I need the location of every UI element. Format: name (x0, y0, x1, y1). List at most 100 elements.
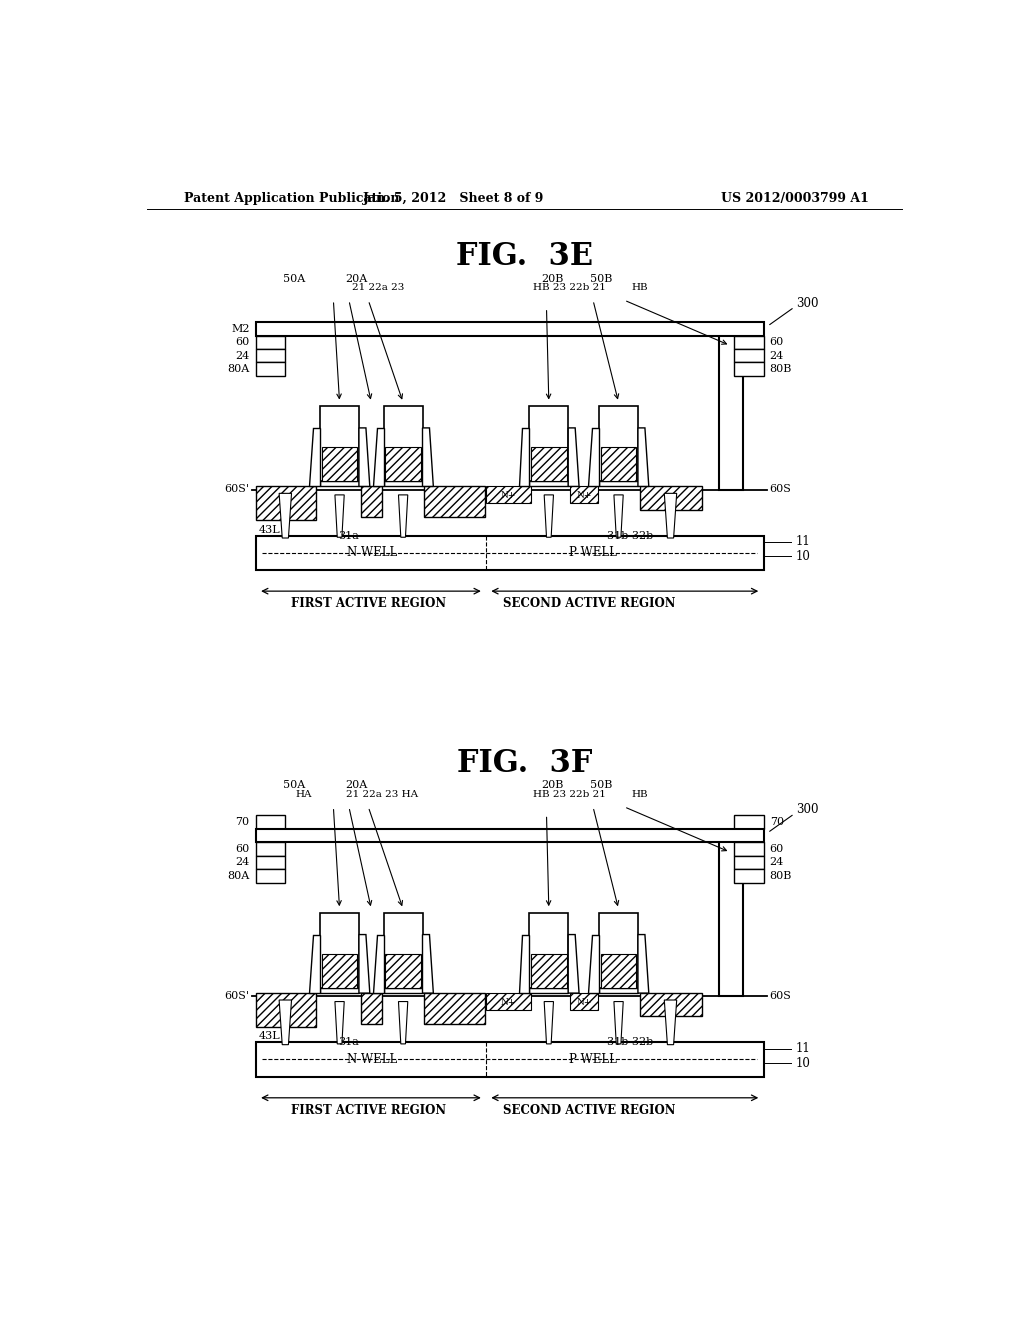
Bar (719, 841, 742, 997)
Bar (599, 913, 638, 987)
Bar (384, 407, 423, 480)
Polygon shape (280, 494, 292, 539)
Polygon shape (423, 428, 433, 487)
Bar (322, 954, 357, 987)
Bar (734, 869, 764, 883)
Bar (486, 487, 531, 503)
Bar (529, 913, 568, 987)
Bar (322, 447, 357, 480)
Text: N+: N+ (577, 491, 592, 500)
Bar (256, 536, 764, 570)
Text: FIG.  3E: FIG. 3E (457, 242, 593, 272)
Text: Patent Application Publication: Patent Application Publication (183, 191, 399, 205)
Bar (256, 350, 286, 363)
Bar (531, 447, 566, 480)
Bar (256, 335, 286, 350)
Polygon shape (614, 495, 624, 537)
Polygon shape (309, 428, 321, 487)
Bar (640, 486, 701, 510)
Text: 60: 60 (236, 338, 250, 347)
Text: 43L: 43L (259, 524, 281, 535)
Bar (321, 987, 359, 993)
Polygon shape (423, 935, 433, 993)
Text: 50B: 50B (590, 273, 612, 284)
Polygon shape (518, 428, 529, 487)
Bar (599, 407, 638, 480)
Polygon shape (359, 935, 370, 993)
Text: 24: 24 (770, 351, 784, 360)
Text: N+: N+ (577, 998, 592, 1007)
Polygon shape (280, 1001, 292, 1044)
Bar (599, 987, 638, 993)
Text: US 2012/0003799 A1: US 2012/0003799 A1 (721, 191, 868, 205)
Text: 43L: 43L (259, 1031, 281, 1041)
Bar (734, 842, 764, 857)
Bar (384, 913, 423, 987)
Bar (256, 993, 315, 1027)
Bar (424, 993, 484, 1024)
Text: 70: 70 (236, 817, 250, 828)
Polygon shape (665, 1001, 677, 1044)
Bar (529, 987, 568, 993)
Text: 50A: 50A (284, 780, 306, 791)
Text: HB 23 22b 21: HB 23 22b 21 (534, 789, 606, 799)
Text: 70: 70 (770, 817, 783, 828)
Text: 24: 24 (236, 351, 250, 360)
Bar (719, 334, 742, 490)
Polygon shape (359, 428, 370, 487)
Bar (601, 447, 636, 480)
Bar (599, 480, 638, 487)
Text: 60S': 60S' (224, 484, 250, 495)
Polygon shape (518, 935, 529, 993)
Polygon shape (589, 428, 599, 487)
Text: 24: 24 (236, 857, 250, 867)
Bar (385, 954, 421, 987)
Text: 60: 60 (236, 843, 250, 854)
Bar (256, 322, 764, 335)
Text: M2: M2 (231, 323, 250, 334)
Bar (256, 829, 764, 842)
Text: 300: 300 (796, 804, 818, 816)
Text: 31b 32b: 31b 32b (607, 531, 653, 541)
Bar (734, 350, 764, 363)
Bar (360, 993, 382, 1024)
Polygon shape (568, 428, 579, 487)
Polygon shape (638, 935, 649, 993)
Text: N WELL: N WELL (347, 1053, 397, 1065)
Bar (256, 363, 286, 376)
Bar (256, 816, 286, 829)
Text: 60S: 60S (770, 484, 792, 495)
Text: N+: N+ (501, 998, 516, 1007)
Polygon shape (335, 1002, 344, 1044)
Text: 31b 32b: 31b 32b (607, 1038, 653, 1047)
Polygon shape (398, 1002, 408, 1044)
Bar (486, 993, 531, 1010)
Text: 20B: 20B (542, 780, 564, 791)
Polygon shape (614, 1002, 624, 1044)
Polygon shape (544, 1002, 554, 1044)
Bar (569, 487, 598, 503)
Polygon shape (568, 935, 579, 993)
Text: 80A: 80A (227, 364, 250, 375)
Bar (256, 857, 286, 869)
Bar (385, 447, 421, 480)
Polygon shape (544, 495, 554, 537)
Polygon shape (589, 935, 599, 993)
Text: FIG.  3F: FIG. 3F (457, 748, 593, 779)
Bar (424, 487, 484, 517)
Text: 60S': 60S' (224, 991, 250, 1001)
Bar (529, 407, 568, 480)
Text: 21 22a 23 HA: 21 22a 23 HA (346, 789, 418, 799)
Bar (384, 480, 423, 487)
Text: N+: N+ (501, 491, 516, 500)
Text: 60S: 60S (770, 991, 792, 1001)
Polygon shape (309, 935, 321, 993)
Text: P WELL: P WELL (569, 546, 616, 560)
Polygon shape (373, 935, 384, 993)
Bar (256, 487, 315, 520)
Bar (734, 816, 764, 829)
Bar (640, 993, 701, 1016)
Bar (256, 842, 286, 857)
Text: 31a: 31a (339, 1038, 359, 1047)
Bar (256, 1043, 764, 1077)
